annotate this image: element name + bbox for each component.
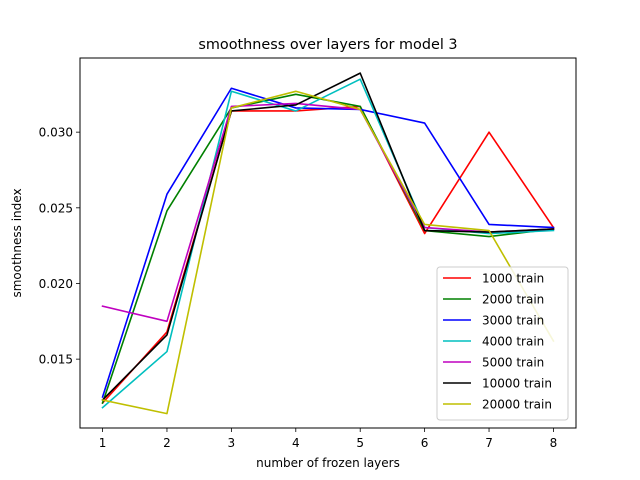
legend-label: 3000 train	[482, 314, 544, 328]
legend-label: 4000 train	[482, 335, 544, 349]
legend-label: 2000 train	[482, 293, 544, 307]
series-line-20000-train	[101, 90, 555, 415]
legend-box	[436, 266, 569, 421]
y-tick-label: 0.030	[39, 126, 73, 140]
x-tick-label: 5	[356, 436, 364, 450]
x-tick-label: 2	[163, 436, 171, 450]
x-tick-label: 1	[99, 436, 107, 450]
x-axis-label: number of frozen layers	[256, 456, 400, 470]
x-tick-label: 3	[228, 436, 236, 450]
legend-label: 5000 train	[482, 356, 544, 370]
y-axis: 0.015 0.020 0.025 0.030	[39, 126, 80, 367]
y-tick-label: 0.015	[39, 353, 73, 367]
legend: 1000 train 2000 train 3000 train 4000 train…	[436, 266, 569, 421]
x-tick-label: 4	[292, 436, 300, 450]
legend-label: 10000 train	[482, 377, 552, 391]
y-axis-label: smoothness index	[10, 188, 24, 297]
x-tick-label: 6	[421, 436, 429, 450]
chart-title: smoothness over layers for model 3	[198, 37, 457, 53]
series-line-3000-train	[101, 87, 555, 398]
x-tick-label: 7	[485, 436, 493, 450]
series-line-10000-train	[101, 72, 555, 402]
y-tick-label: 0.025	[39, 201, 73, 215]
legend-label: 20000 train	[482, 398, 552, 412]
x-axis: 1 2 3 4 5 6 7 8	[99, 428, 558, 450]
legend-label: 1000 train	[482, 272, 544, 286]
plot-frame	[79, 57, 577, 429]
x-tick-label: 8	[550, 436, 558, 450]
y-tick-label: 0.020	[39, 277, 73, 291]
series-layer	[101, 72, 555, 415]
